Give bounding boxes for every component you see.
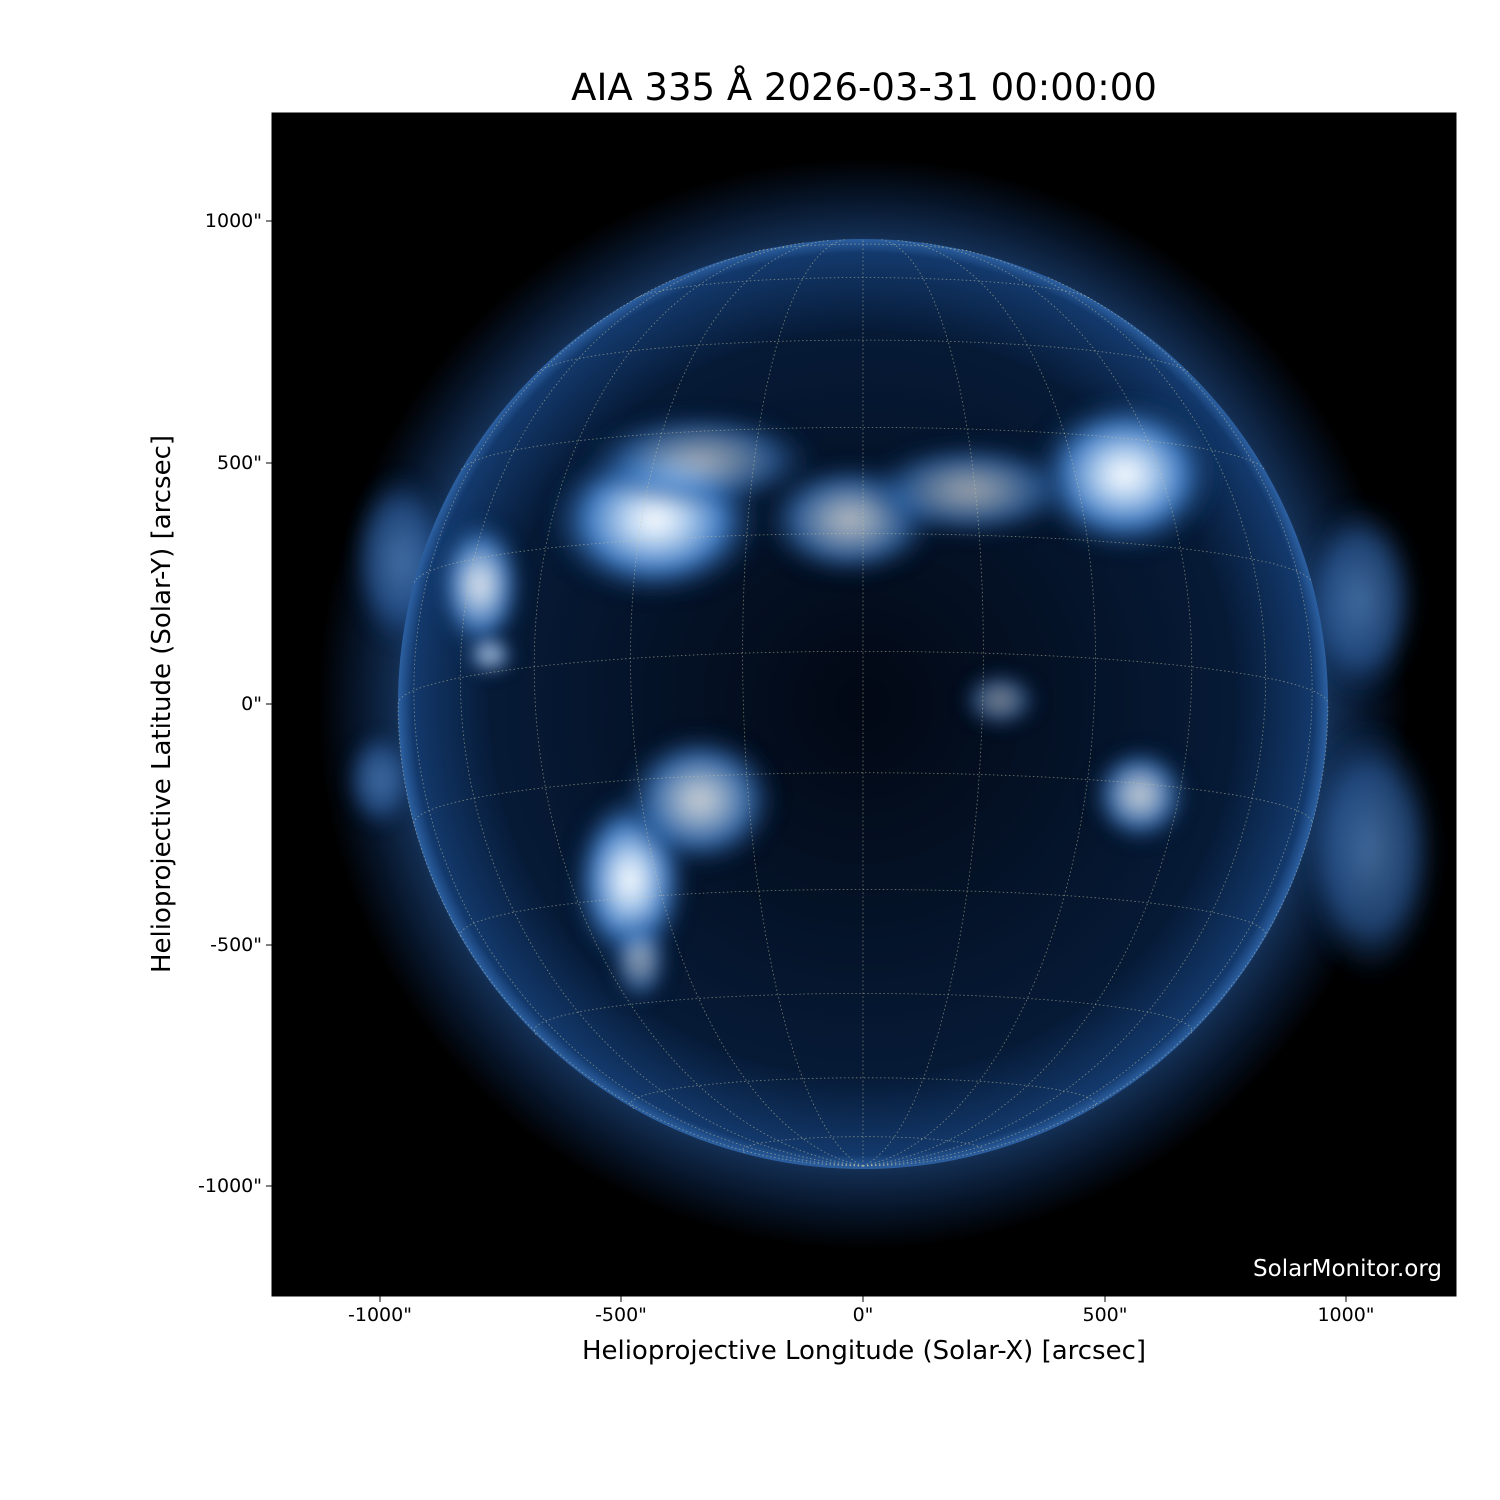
x-tick-label: 1000" [1317,1304,1375,1326]
grid-parallel [413,772,1313,824]
x-tick-label: 0" [852,1304,874,1326]
y-tick-label: 500" [216,452,262,474]
off-limb-loops [345,470,1440,980]
grid-parallel [630,1077,1096,1110]
grid-meridian [862,276,1313,1167]
grid-parallel [413,533,1313,583]
active-region [1090,745,1190,845]
active-region [435,515,525,655]
heliographic-grid [397,239,1329,1167]
grid-parallel [459,889,1267,937]
tick-marks [266,220,1347,1302]
grid-parallel [754,243,972,253]
active-region [465,635,515,675]
watermark: SolarMonitor.org [1253,1256,1442,1282]
y-tick-label: -1000" [198,1175,262,1197]
y-tick-label: 1000" [204,210,262,232]
x-tick-label: 500" [1082,1304,1128,1326]
grid-meridian [862,703,1329,1167]
grid-parallel [533,993,1193,1035]
active-region [1030,395,1220,555]
x-tick-label: -1000" [348,1304,412,1326]
active-region [610,915,670,1005]
y-tick-label: -500" [210,934,262,956]
active-region [580,410,820,510]
grid-meridian [413,276,864,1167]
grid-parallel [742,1136,984,1153]
active-regions [435,395,1220,1005]
grid-meridian [862,248,1267,1167]
active-region [960,670,1040,730]
x-axis-label: Helioprojective Longitude (Solar-X) [arc… [581,1336,1147,1366]
active-region [620,730,780,870]
x-tick-label: -500" [595,1304,647,1326]
grid-meridian [459,248,864,1167]
grid-parallel [537,339,1189,373]
plot-title: AIA 335 Å 2026-03-31 00:00:00 [571,66,1157,109]
y-axis-label: Helioprojective Latitude (Solar-Y) [arcs… [147,434,177,974]
active-region [860,440,1080,540]
grid-parallel [635,277,1091,299]
y-tick-label: 0" [241,693,262,715]
